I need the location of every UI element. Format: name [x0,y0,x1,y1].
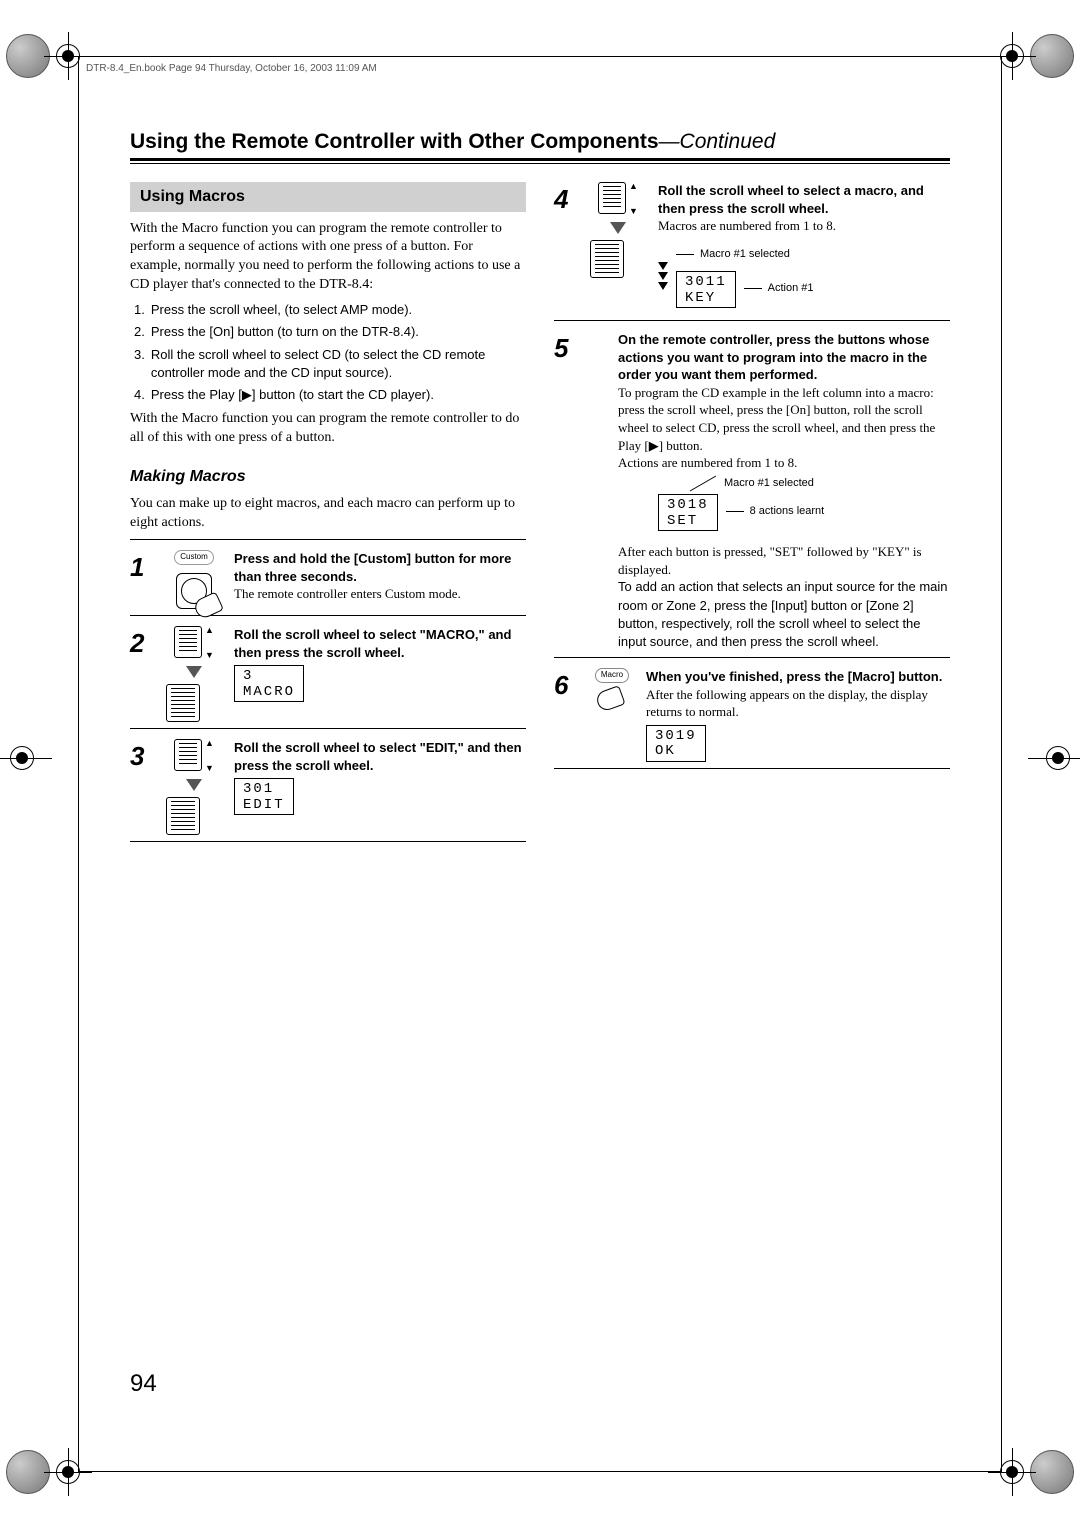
step-3-icon: ▲▼ [164,739,224,835]
lcd-line: OK [655,744,697,759]
step-1-bold: Press and hold the [Custom] button for m… [234,550,526,585]
title-continued: —Continued [659,130,776,153]
step-2-icon: ▲▼ [164,626,224,722]
step-5-ann1: Macro #1 selected [724,476,814,491]
step-3-lcd: 301 EDIT [234,778,294,815]
step-4-bold: Roll the scroll wheel to select a macro,… [658,182,950,217]
list-item-1: Press the scroll wheel, (to select AMP m… [151,301,412,319]
step-5-ann2: 8 actions learnt [750,504,825,519]
step-5-icon [588,331,608,651]
crop-mark-tr [994,34,1074,78]
step-5-lcd: 3018 SET [658,494,718,531]
step-6-icon: Macro [588,668,636,761]
right-column: 4 ▲▼ Roll the scroll wheel to select a m… [554,182,950,842]
step-3: 3 ▲▼ Roll the scroll wheel to select "ED… [130,728,526,841]
making-macros-head: Making Macros [130,466,526,488]
step-5-num: 5 [554,331,578,651]
step-2-bold: Roll the scroll wheel to select "MACRO,"… [234,626,526,661]
step-6-text: After the following appears on the displ… [646,686,950,721]
lcd-line: MACRO [243,685,295,700]
arrow-icon [658,262,668,290]
lcd-line: SET [667,514,709,529]
step-5: 5 On the remote controller, press the bu… [554,320,950,657]
left-bottom-rule [130,841,526,842]
lcd-line: 3 [243,669,295,684]
step-6-num: 6 [554,668,578,761]
lcd-line: KEY [685,291,727,306]
title-main: Using the Remote Controller with Other C… [130,130,659,153]
intro-para: With the Macro function you can program … [130,220,526,296]
crop-mark-ml [4,740,40,776]
list-item-3: Roll the scroll wheel to select CD (to s… [151,346,526,382]
step-1-icon: Custom [164,550,224,609]
step-4: 4 ▲▼ Roll the scroll wheel to select a m… [554,182,950,320]
action-list: 1.Press the scroll wheel, (to select AMP… [130,301,526,404]
step-4-icon: ▲▼ [588,182,648,314]
page-number: 94 [130,1370,157,1398]
lcd-line: 3011 [685,275,727,290]
step-5-text2: Actions are numbered from 1 to 8. [618,454,950,472]
macro-button-label: Macro [595,668,629,683]
step-4-ann2: Action #1 [768,281,814,296]
step-1-text: The remote controller enters Custom mode… [234,585,526,603]
making-intro: You can make up to eight macros, and eac… [130,495,526,533]
left-column: Using Macros With the Macro function you… [130,182,526,842]
list-item-2: Press the [On] button (to turn on the DT… [151,323,419,341]
step-4-lcd: 3011 KEY [676,271,736,308]
page-content: Using the Remote Controller with Other C… [130,130,950,1398]
section-using-macros: Using Macros [130,182,526,212]
step-6-lcd: 3019 OK [646,725,706,762]
step-5-note: To add an action that selects an input s… [618,578,950,651]
page-title: Using the Remote Controller with Other C… [130,130,950,158]
crop-line-right [1001,56,1002,1472]
step-2: 2 ▲▼ Roll the scroll wheel to select "MA… [130,615,526,728]
step-4-num: 4 [554,182,578,314]
lcd-line: 3019 [655,729,697,744]
step-2-num: 2 [130,626,154,722]
lcd-line: EDIT [243,798,285,813]
step-5-bold: On the remote controller, press the butt… [618,331,950,384]
step-2-lcd: 3 MACRO [234,665,304,702]
step-3-num: 3 [130,739,154,835]
step-5-text1: To program the CD example in the left co… [618,384,950,454]
lcd-line: 3018 [667,498,709,513]
step-6-bold: When you've finished, press the [Macro] … [646,668,950,686]
book-header-text: DTR-8.4_En.book Page 94 Thursday, Octobe… [86,63,377,74]
crop-line-left [78,56,79,1472]
step-1-num: 1 [130,550,154,609]
crop-line-bottom [78,1471,1002,1472]
list-item-4: Press the Play [▶] button (to start the … [151,386,434,404]
crop-mark-mr [1040,740,1076,776]
lcd-line: 301 [243,782,285,797]
crop-mark-br [994,1450,1074,1494]
right-bottom-rule [554,768,950,769]
step-1: 1 Custom Press and hold the [Custom] but… [130,539,526,615]
step-4-ann1: Macro #1 selected [700,247,790,262]
press-icon [176,573,212,609]
step-4-text: Macros are numbered from 1 to 8. [658,217,950,235]
title-rule [130,158,950,164]
crop-mark-bl [6,1450,86,1494]
step-5-text3: After each button is pressed, "SET" foll… [618,543,950,578]
intro2-para: With the Macro function you can program … [130,410,526,448]
book-header: DTR-8.4_En.book Page 94 Thursday, Octobe… [78,56,1002,74]
step-6: 6 Macro When you've finished, press the … [554,657,950,767]
step-3-bold: Roll the scroll wheel to select "EDIT," … [234,739,526,774]
custom-button-label: Custom [174,550,214,565]
crop-mark-tl [6,34,86,78]
